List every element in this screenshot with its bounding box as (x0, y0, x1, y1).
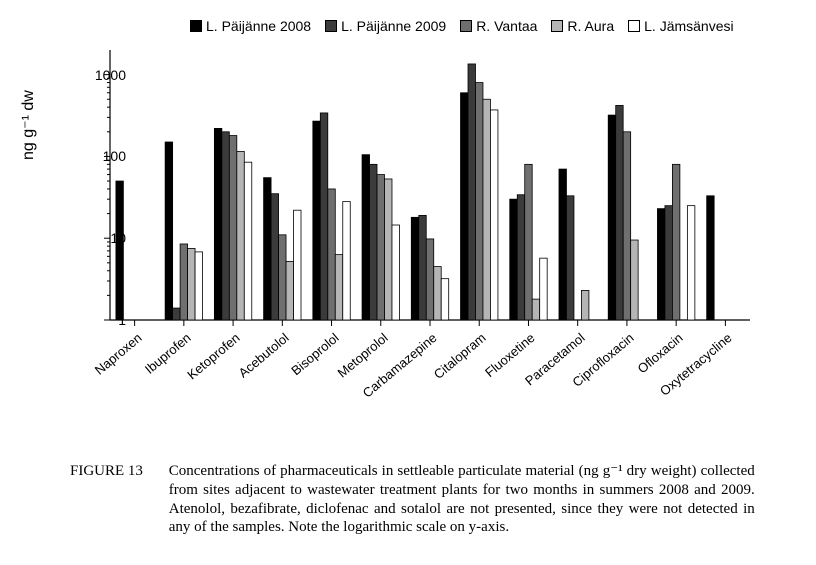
bar (559, 169, 566, 320)
bar (475, 83, 482, 320)
bar (566, 196, 573, 320)
bar (517, 195, 524, 320)
y-tick-label: 100 (76, 148, 126, 164)
y-tick-label: 10 (76, 230, 126, 246)
bar (237, 151, 244, 320)
bar (165, 142, 172, 320)
caption-text: Concentrations of pharmaceuticals in set… (169, 462, 755, 537)
bar (195, 252, 202, 320)
bar (335, 255, 342, 320)
bar (623, 132, 630, 320)
bar (532, 299, 539, 320)
bar (286, 261, 293, 320)
bar (441, 279, 448, 320)
bar (468, 64, 475, 320)
bar (540, 258, 547, 320)
bar (525, 164, 532, 320)
bar (461, 93, 468, 320)
bar (271, 194, 278, 320)
bar (419, 215, 426, 320)
bar (490, 110, 497, 320)
bar (173, 308, 180, 320)
y-tick-label: 1000 (76, 67, 126, 83)
bar (631, 240, 638, 320)
chart-area: L. Päijänne 2008L. Päijänne 2009R. Vanta… (80, 20, 760, 350)
bar (377, 175, 384, 320)
bar (244, 162, 251, 320)
bar (392, 225, 399, 320)
bar (214, 128, 221, 320)
bar (608, 115, 615, 320)
bar (411, 217, 418, 320)
bar (616, 105, 623, 320)
bar (279, 235, 286, 320)
bar (687, 206, 694, 320)
bar (328, 189, 335, 320)
bar (343, 202, 350, 320)
figure-container: ng g⁻¹ dw L. Päijänne 2008L. Päijänne 20… (0, 0, 816, 565)
bar (510, 199, 517, 320)
bar (313, 121, 320, 320)
bar (362, 155, 369, 320)
bar (657, 209, 664, 320)
y-axis-label: ng g⁻¹ dw (18, 90, 38, 160)
bar (180, 244, 187, 320)
bar (385, 179, 392, 320)
bar (222, 132, 229, 320)
y-tick-label: 1 (76, 312, 126, 328)
bar (581, 290, 588, 320)
bar (672, 164, 679, 320)
bar (483, 99, 490, 320)
chart-plot (80, 20, 760, 350)
bar (229, 136, 236, 320)
bar (188, 248, 195, 320)
bar (665, 206, 672, 320)
bar (426, 239, 433, 320)
caption-label: FIGURE 13 (70, 462, 165, 481)
bar (294, 210, 301, 320)
bar (264, 178, 271, 320)
bar (370, 164, 377, 320)
bar (434, 267, 441, 320)
figure-caption: FIGURE 13 Concentrations of pharmaceutic… (70, 462, 756, 537)
bar (707, 196, 714, 320)
bar (116, 181, 123, 320)
bar (320, 113, 327, 320)
